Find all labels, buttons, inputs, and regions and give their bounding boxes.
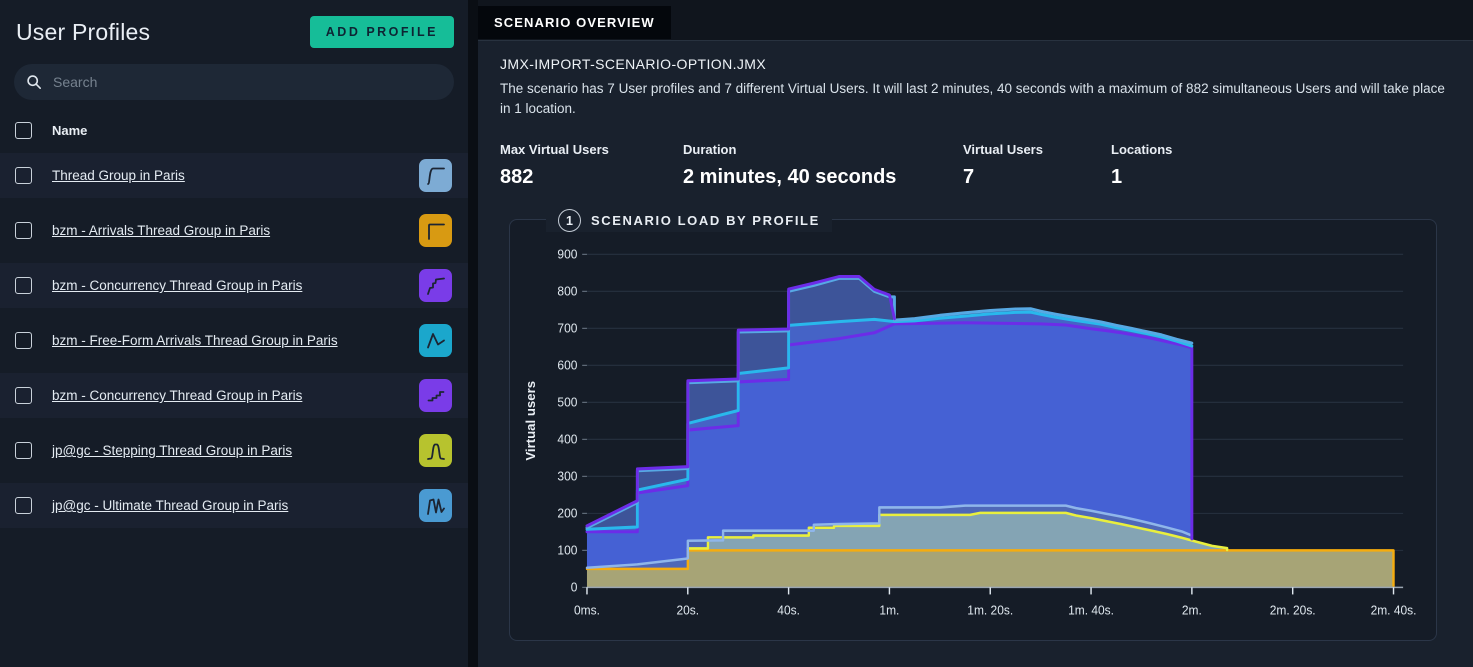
stat-value-duration: 2 minutes, 40 seconds (683, 166, 897, 189)
stat-value-locations: 1 (1111, 166, 1123, 189)
svg-text:2m. 20s.: 2m. 20s. (1270, 604, 1316, 618)
stat-value-virtual-users: 7 (963, 166, 975, 189)
profile-row[interactable]: jp@gc - Stepping Thread Group in Paris (0, 428, 468, 473)
profile-row[interactable]: bzm - Free-Form Arrivals Thread Group in… (0, 318, 468, 363)
profile-link[interactable]: jp@gc - Ultimate Thread Group in Paris (52, 498, 289, 513)
stat-label-duration: Duration (683, 142, 737, 158)
load-shape-step-then-flat-icon (419, 214, 452, 247)
profile-row[interactable]: Thread Group in Paris (0, 153, 468, 198)
profile-row[interactable]: jp@gc - Ultimate Thread Group in Paris (0, 483, 468, 528)
profile-row[interactable]: bzm - Concurrency Thread Group in Paris (0, 263, 468, 308)
profile-link[interactable]: bzm - Concurrency Thread Group in Paris (52, 388, 303, 403)
svg-text:800: 800 (557, 284, 577, 298)
scenario-description: The scenario has 7 User profiles and 7 d… (500, 81, 1445, 116)
stat-label-locations: Locations (1111, 142, 1173, 158)
area-concurrency-1 (586, 322, 1192, 568)
profile-link[interactable]: jp@gc - Stepping Thread Group in Paris (52, 443, 293, 458)
svg-text:200: 200 (557, 506, 577, 520)
svg-text:0: 0 (571, 580, 578, 594)
svg-text:900: 900 (557, 247, 577, 261)
profile-link[interactable]: bzm - Arrivals Thread Group in Paris (52, 223, 271, 238)
load-shape-small-steps-icon (419, 379, 452, 412)
load-shape-ramp-then-flat-icon (419, 159, 452, 192)
page-title: User Profiles (16, 18, 151, 45)
profile-link[interactable]: bzm - Concurrency Thread Group in Paris (52, 278, 303, 293)
load-shape-bell-icon (419, 434, 452, 467)
area-stepping (687, 513, 1228, 551)
profile-row[interactable]: bzm - Arrivals Thread Group in Paris (0, 208, 468, 253)
svg-text:1m. 20s.: 1m. 20s. (967, 604, 1013, 618)
svg-text:20s.: 20s. (676, 604, 699, 618)
profile-checkbox[interactable] (15, 332, 32, 349)
profile-link[interactable]: bzm - Free-Form Arrivals Thread Group in… (52, 333, 338, 348)
profile-link[interactable]: Thread Group in Paris (52, 168, 185, 183)
chart-section-header: 1 SCENARIO LOAD BY PROFILE (546, 209, 832, 233)
profile-checkbox[interactable] (15, 222, 32, 239)
add-profile-button[interactable]: ADD PROFILE (309, 16, 454, 48)
line-stepping (686, 511, 1229, 552)
svg-text:1m. 40s.: 1m. 40s. (1068, 604, 1114, 618)
profile-checkbox[interactable] (15, 442, 32, 459)
profile-row[interactable]: bzm - Concurrency Thread Group in Paris (0, 373, 468, 418)
select-all-checkbox[interactable] (15, 122, 32, 139)
svg-text:500: 500 (557, 395, 577, 409)
svg-text:0ms.: 0ms. (574, 604, 600, 618)
scenario-stats: Max Virtual Users 882 Duration 2 minutes… (500, 142, 1451, 189)
svg-text:2m.: 2m. (1182, 604, 1202, 618)
y-axis-label: Virtual users (524, 381, 539, 461)
svg-text:700: 700 (557, 321, 577, 335)
stat-label-virtual-users: Virtual Users (963, 142, 1043, 158)
svg-text:600: 600 (557, 358, 577, 372)
stat-value-max-virtual-users: 882 (500, 166, 534, 189)
area-arrivals (586, 550, 1394, 588)
svg-text:300: 300 (557, 469, 577, 483)
profile-checkbox[interactable] (15, 167, 32, 184)
chart-section-title: SCENARIO LOAD BY PROFILE (591, 213, 820, 229)
svg-text:1m.: 1m. (879, 604, 899, 618)
load-shape-double-peak-icon (419, 489, 452, 522)
load-shape-peak-icon (419, 324, 452, 357)
svg-text:40s.: 40s. (777, 604, 800, 618)
tab-bar: SCENARIO OVERVIEW (478, 0, 1473, 41)
scenario-file-name: JMX-IMPORT-SCENARIO-OPTION.JMX (500, 56, 767, 72)
line-concurrency-2 (585, 275, 896, 528)
scenario-panel: SCENARIO OVERVIEW JMX-IMPORT-SCENARIO-OP… (478, 0, 1473, 667)
stat-label-max-virtual-users: Max Virtual Users (500, 142, 609, 158)
search-icon (27, 75, 41, 89)
svg-text:100: 100 (557, 543, 577, 557)
line-ultimate (585, 504, 1194, 570)
name-column-header: Name (52, 123, 88, 138)
svg-text:2m. 40s.: 2m. 40s. (1371, 604, 1417, 618)
section-number-badge: 1 (558, 209, 581, 233)
line-freeform-arrivals (585, 310, 1194, 531)
svg-text:400: 400 (557, 432, 577, 446)
profile-checkbox[interactable] (15, 497, 32, 514)
area-thread-group (586, 278, 1192, 530)
search-box[interactable] (14, 64, 454, 100)
search-input[interactable] (51, 73, 442, 91)
scenario-load-card: 1 SCENARIO LOAD BY PROFILE 0 100 200 300 400… (509, 209, 1437, 642)
load-shape-staircase-ramp-icon (419, 269, 452, 302)
list-header-row: Name (0, 110, 468, 153)
profile-checkbox[interactable] (15, 387, 32, 404)
tab-scenario-overview[interactable]: SCENARIO OVERVIEW (478, 6, 671, 39)
profile-checkbox[interactable] (15, 277, 32, 294)
scenario-load-chart: 0 100 200 300 400 500 600 700 800 900 0ms. 20s. 40s.… (518, 234, 1428, 632)
profiles-list: Thread Group in Paris bzm - Arrivals Thr… (0, 153, 468, 528)
user-profiles-sidebar: User Profiles ADD PROFILE Name Thread Gr… (0, 0, 468, 667)
